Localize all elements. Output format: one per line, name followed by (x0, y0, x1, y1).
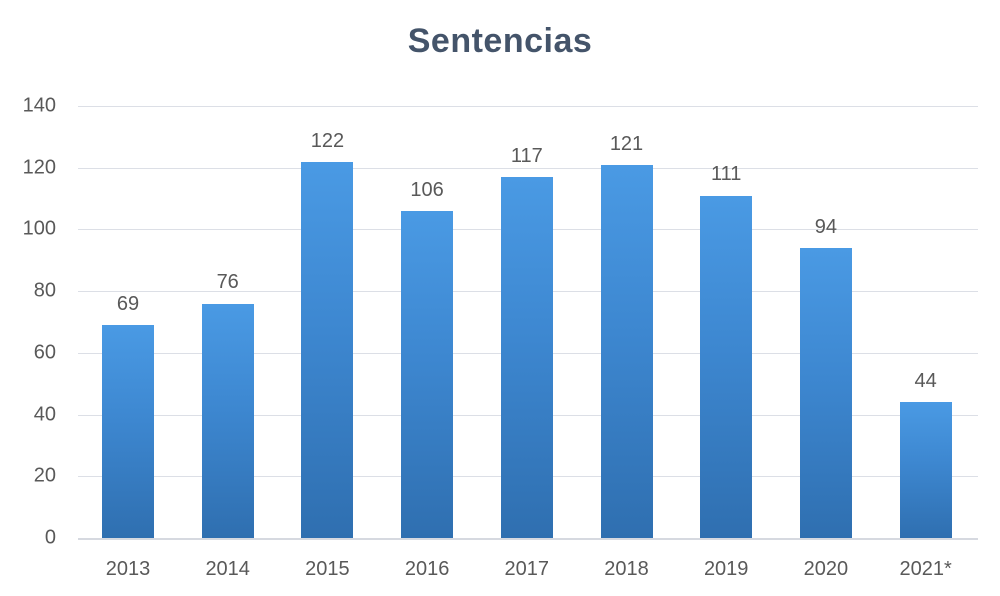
data-label: 94 (814, 215, 838, 238)
y-tick-label: 120 (22, 156, 56, 179)
chart-title: Sentencias (407, 22, 593, 60)
bar-2013 (102, 325, 154, 538)
x-tick-label: 2014 (205, 558, 250, 580)
bar-2016 (401, 210, 454, 538)
x-tick-label: 2013 (105, 558, 151, 580)
x-tick-label: 2020 (803, 558, 849, 580)
data-label: 122 (310, 129, 345, 152)
x-axis-line (78, 538, 978, 540)
data-label: 44 (914, 370, 937, 393)
x-tick-label: 2017 (504, 558, 550, 580)
x-tick-label: 2018 (604, 558, 649, 580)
y-tick-label: 100 (22, 217, 56, 240)
bar-2021 (899, 402, 952, 538)
data-label: 106 (410, 178, 444, 201)
plot-area: 69 76 122 106 117 121 111 94 44 (78, 106, 978, 540)
y-tick-label: 60 (33, 341, 56, 364)
y-tick-label: 20 (33, 464, 56, 487)
x-tick-label: 2016 (404, 558, 450, 580)
data-label: 76 (216, 271, 239, 294)
data-label: 111 (710, 163, 742, 186)
y-tick-label: 140 (22, 94, 56, 117)
x-tick-label: 2021* (899, 558, 952, 580)
x-tick-label: 2019 (703, 558, 749, 580)
data-label: 117 (510, 144, 543, 167)
x-tick-label: 2015 (305, 558, 350, 580)
bar-2017 (500, 176, 553, 538)
data-label: 121 (609, 132, 644, 155)
bar-2019 (700, 195, 753, 538)
bar-2018 (600, 164, 653, 538)
gridline (78, 167, 978, 169)
y-tick-label: 40 (33, 403, 56, 426)
y-tick-label: 80 (33, 279, 56, 302)
bar-2014 (201, 303, 254, 538)
bar-2020 (799, 247, 852, 538)
gridline (78, 106, 978, 107)
bar-2015 (301, 161, 354, 538)
data-label: 69 (116, 293, 140, 316)
y-tick-label: 0 (44, 526, 56, 549)
